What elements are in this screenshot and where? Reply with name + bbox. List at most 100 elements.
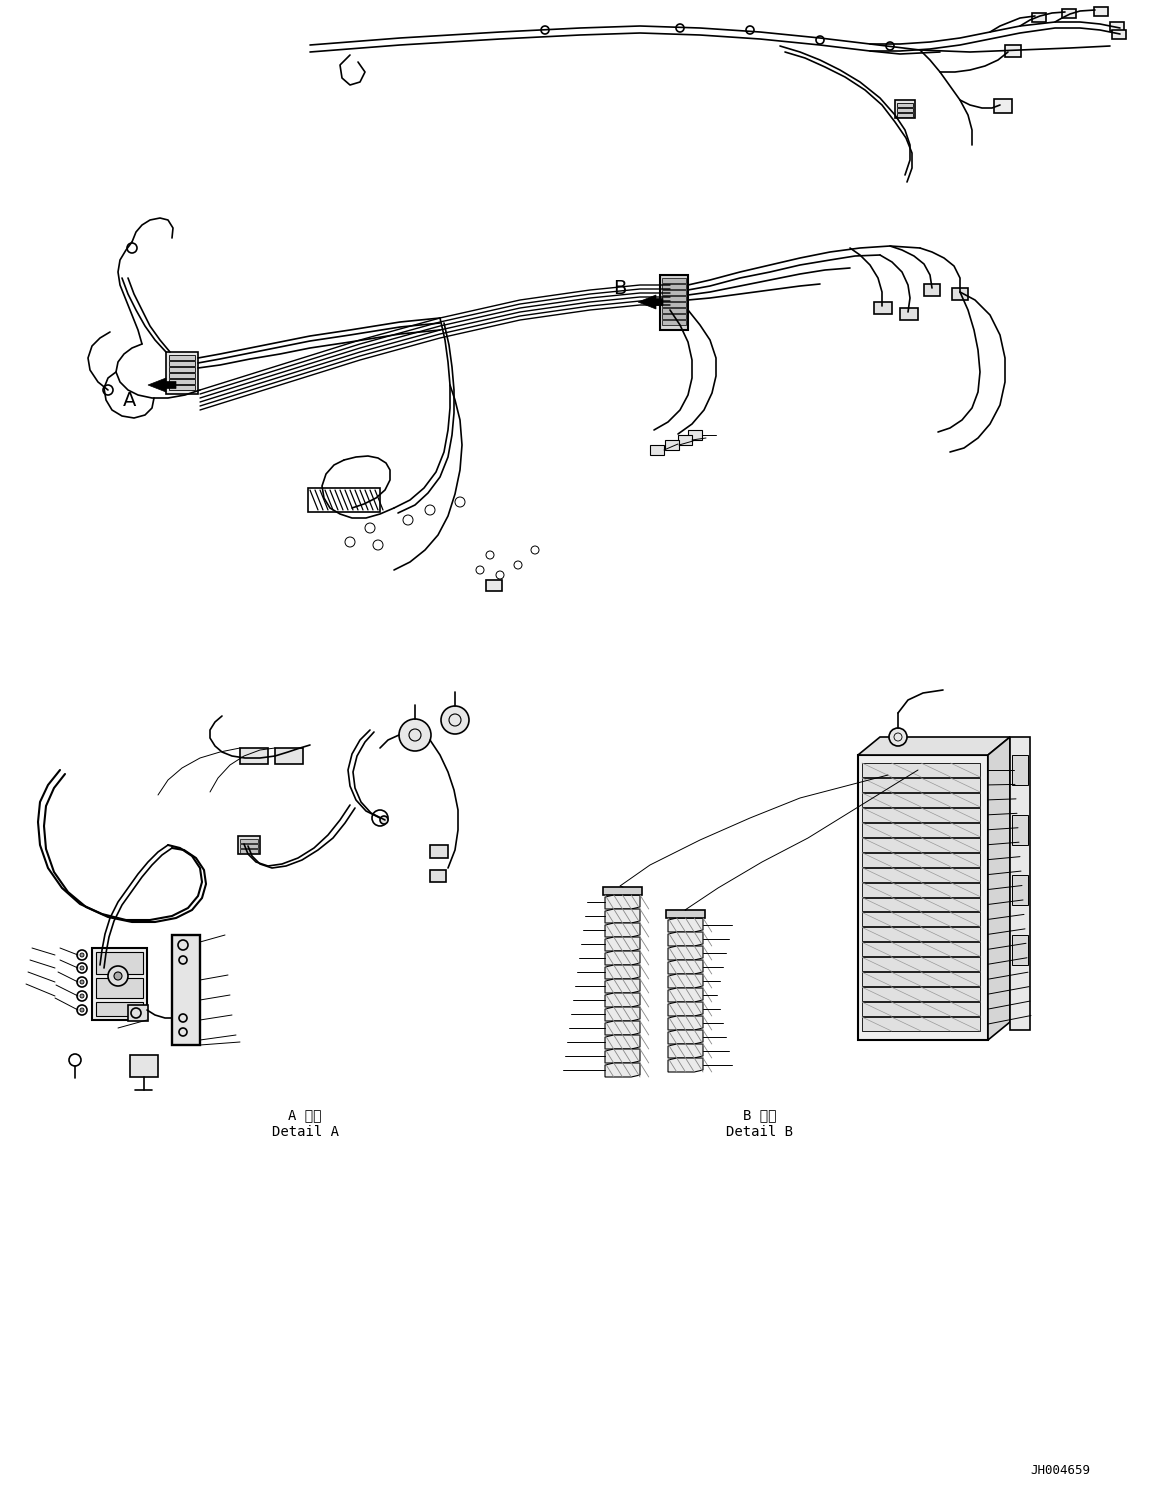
Bar bbox=[678, 434, 692, 445]
Polygon shape bbox=[605, 951, 640, 966]
Bar bbox=[862, 957, 980, 972]
Bar bbox=[662, 320, 686, 324]
Polygon shape bbox=[148, 378, 176, 391]
Polygon shape bbox=[668, 1016, 702, 1030]
Polygon shape bbox=[989, 737, 1009, 1040]
Bar bbox=[659, 275, 688, 330]
Bar bbox=[900, 308, 918, 320]
Polygon shape bbox=[638, 295, 663, 310]
Bar bbox=[1032, 13, 1046, 22]
Bar bbox=[169, 385, 195, 390]
Bar bbox=[650, 445, 664, 455]
Bar bbox=[665, 440, 679, 449]
Circle shape bbox=[80, 966, 84, 970]
Bar bbox=[862, 808, 980, 821]
Bar bbox=[862, 1018, 980, 1031]
Bar bbox=[897, 103, 913, 107]
Bar bbox=[862, 853, 980, 866]
Bar bbox=[862, 927, 980, 942]
Bar bbox=[169, 368, 195, 372]
Bar bbox=[662, 290, 686, 295]
Bar bbox=[308, 488, 380, 512]
Bar bbox=[862, 778, 980, 792]
Bar bbox=[862, 823, 980, 836]
Bar bbox=[1012, 754, 1028, 786]
Bar bbox=[97, 952, 143, 975]
Bar bbox=[662, 278, 686, 283]
Bar bbox=[169, 373, 195, 378]
Bar bbox=[1110, 22, 1123, 31]
Polygon shape bbox=[666, 911, 705, 918]
Bar bbox=[1062, 9, 1076, 18]
Bar bbox=[662, 308, 686, 312]
Bar bbox=[1112, 30, 1126, 39]
Bar bbox=[862, 972, 980, 987]
Circle shape bbox=[380, 815, 388, 824]
Polygon shape bbox=[668, 1045, 702, 1058]
Polygon shape bbox=[605, 937, 640, 951]
Bar bbox=[430, 845, 448, 859]
Bar bbox=[1005, 45, 1021, 57]
Bar bbox=[862, 897, 980, 912]
Polygon shape bbox=[605, 979, 640, 992]
Bar bbox=[858, 754, 989, 1040]
Bar bbox=[862, 838, 980, 851]
Bar bbox=[862, 1001, 980, 1016]
Polygon shape bbox=[668, 960, 702, 975]
Polygon shape bbox=[605, 966, 640, 979]
Bar bbox=[862, 882, 980, 896]
Circle shape bbox=[80, 994, 84, 998]
Bar bbox=[862, 987, 980, 1001]
Bar bbox=[662, 302, 686, 307]
Circle shape bbox=[114, 972, 122, 981]
Bar bbox=[875, 302, 892, 314]
Text: Detail B: Detail B bbox=[727, 1125, 793, 1138]
Bar bbox=[896, 100, 915, 118]
Circle shape bbox=[399, 719, 431, 751]
Bar bbox=[1094, 7, 1108, 16]
Bar bbox=[240, 839, 258, 844]
Polygon shape bbox=[668, 918, 702, 931]
Polygon shape bbox=[605, 923, 640, 937]
Bar bbox=[430, 870, 445, 882]
Bar bbox=[688, 430, 702, 440]
Bar bbox=[862, 763, 980, 777]
Text: JH004659: JH004659 bbox=[1030, 1464, 1090, 1476]
Bar bbox=[240, 850, 258, 853]
Bar bbox=[897, 109, 913, 112]
Bar bbox=[862, 793, 980, 806]
Circle shape bbox=[80, 952, 84, 957]
Bar bbox=[97, 978, 143, 998]
Circle shape bbox=[80, 1007, 84, 1012]
Text: B 詳細: B 詳細 bbox=[743, 1109, 777, 1122]
Polygon shape bbox=[668, 988, 702, 1001]
Polygon shape bbox=[605, 1062, 640, 1077]
Bar bbox=[169, 362, 195, 366]
Text: Detail A: Detail A bbox=[271, 1125, 338, 1138]
Polygon shape bbox=[605, 909, 640, 923]
Bar bbox=[862, 942, 980, 957]
Bar bbox=[1012, 934, 1028, 966]
Bar bbox=[994, 100, 1012, 113]
Bar bbox=[662, 284, 686, 289]
Polygon shape bbox=[668, 1001, 702, 1016]
Polygon shape bbox=[668, 931, 702, 946]
Bar bbox=[274, 748, 304, 763]
Polygon shape bbox=[858, 737, 1009, 754]
Text: B: B bbox=[613, 278, 627, 298]
Circle shape bbox=[441, 705, 469, 734]
Bar bbox=[92, 948, 147, 1019]
Bar bbox=[172, 934, 200, 1045]
Polygon shape bbox=[668, 1058, 702, 1071]
Bar bbox=[662, 296, 686, 301]
Polygon shape bbox=[602, 887, 642, 894]
Polygon shape bbox=[668, 975, 702, 988]
Circle shape bbox=[108, 966, 128, 987]
Bar bbox=[238, 836, 261, 854]
Bar bbox=[130, 1055, 158, 1077]
Bar bbox=[1009, 737, 1030, 1030]
Bar bbox=[923, 284, 940, 296]
Bar bbox=[169, 379, 195, 384]
Polygon shape bbox=[605, 1036, 640, 1049]
Polygon shape bbox=[668, 1030, 702, 1045]
